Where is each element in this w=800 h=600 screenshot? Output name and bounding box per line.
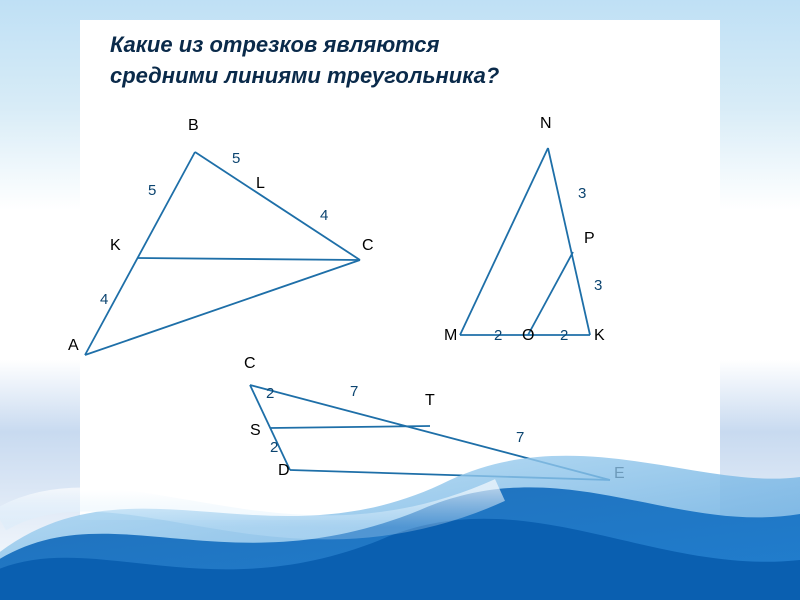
segment-line — [528, 252, 573, 335]
diagram-label: 2 — [560, 327, 568, 344]
segment-line — [85, 260, 360, 355]
diagram-label: M — [444, 327, 457, 344]
diagram-label: 2 — [494, 327, 502, 344]
diagram-label: 4 — [100, 291, 108, 308]
diagram-label: K — [110, 237, 121, 254]
segment-line — [290, 470, 610, 480]
diagram-label: C — [244, 355, 256, 372]
diagram-label: D — [278, 462, 290, 479]
diagram-label: 2 — [266, 385, 274, 402]
diagram-label: 7 — [516, 429, 524, 446]
diagram-label: N — [540, 115, 552, 132]
diagram-label: T — [425, 392, 435, 409]
diagram-label: 2 — [270, 439, 278, 456]
diagram-label: 7 — [350, 383, 358, 400]
segment-line — [195, 152, 360, 260]
diagram-label: 5 — [232, 150, 240, 167]
diagram-label: C — [362, 237, 374, 254]
diagram-label: O — [522, 327, 534, 344]
diagram-label: E — [614, 465, 625, 482]
segment-line — [138, 258, 360, 260]
diagram-label: S — [250, 422, 261, 439]
diagram-label: L — [256, 175, 265, 192]
diagram-label: 3 — [594, 277, 602, 294]
diagram-label: A — [68, 337, 79, 354]
diagram-label: 4 — [320, 207, 328, 224]
segment-line — [460, 148, 548, 335]
segment-line — [85, 152, 195, 355]
segment-line — [270, 426, 430, 428]
diagram-svg: ABCKL5544MNKPO3322CDEST2277 — [0, 0, 800, 600]
diagram-label: P — [584, 230, 595, 247]
diagram-label: K — [594, 327, 605, 344]
diagram-label: 5 — [148, 182, 156, 199]
diagram-label: B — [188, 117, 199, 134]
diagram-label: 3 — [578, 185, 586, 202]
